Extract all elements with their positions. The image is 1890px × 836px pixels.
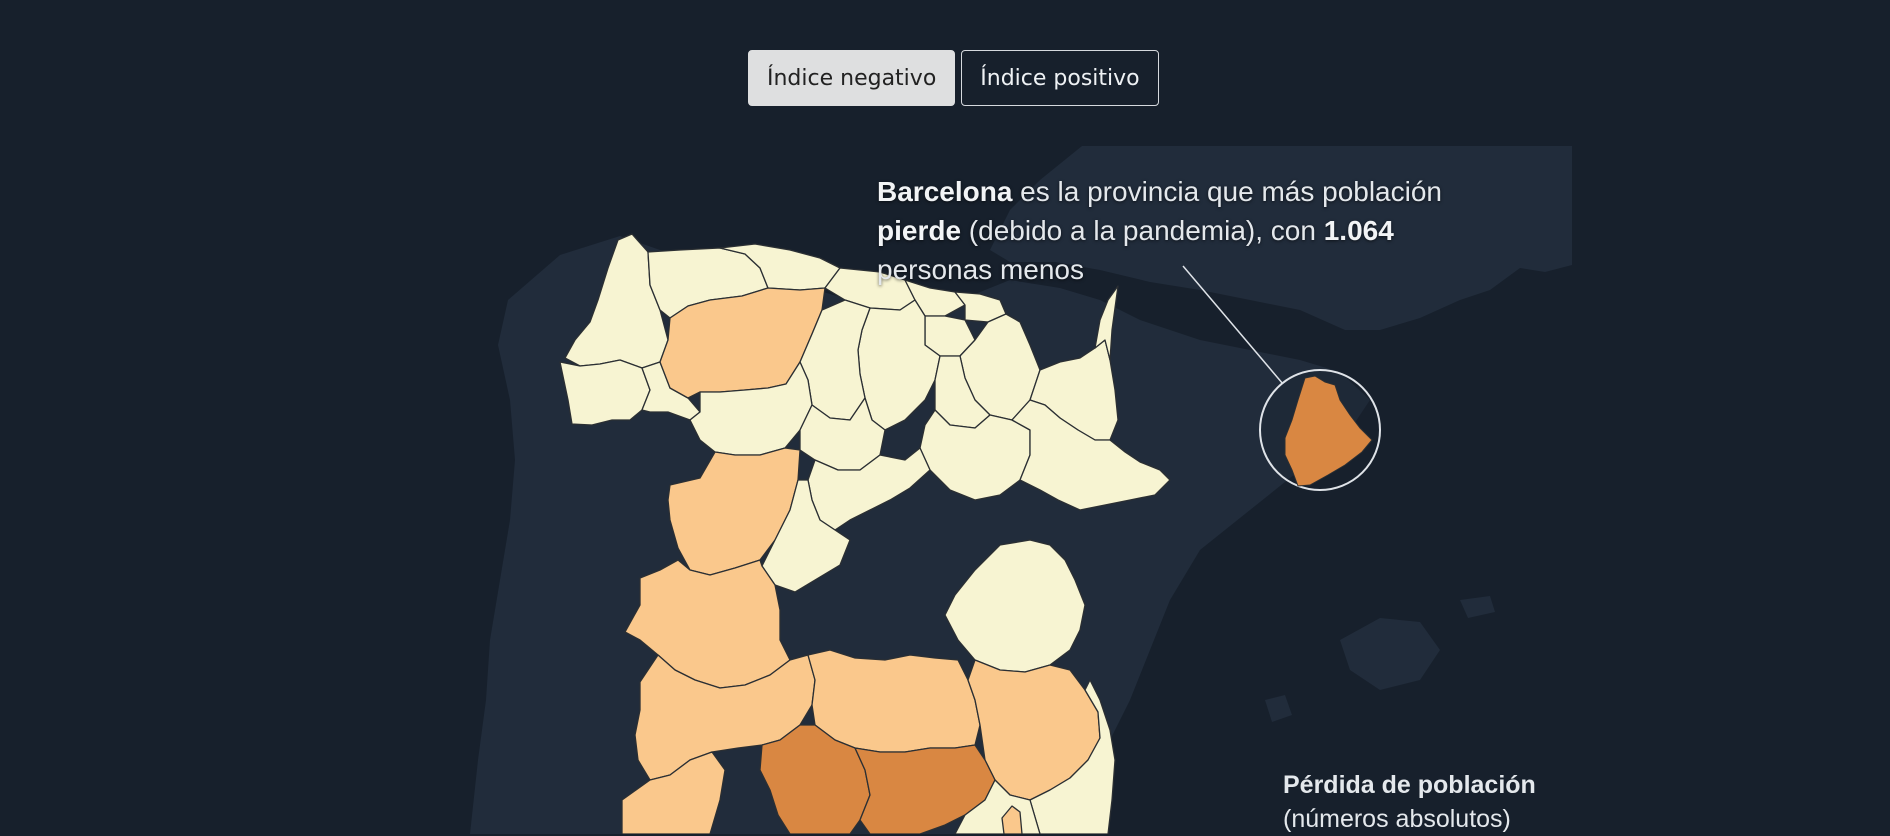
negative-index-button[interactable]: Índice negativo <box>748 50 956 106</box>
france-land <box>990 146 1572 330</box>
province-ciudad-real[interactable] <box>807 649 981 753</box>
legend-subtitle: (números absolutos) <box>1283 805 1511 833</box>
mallorca-island <box>1340 618 1440 690</box>
positive-index-button[interactable]: Índice positivo <box>961 50 1159 106</box>
annotation-verb: pierde <box>877 215 962 246</box>
ibiza-island <box>1265 695 1292 722</box>
province-layer <box>559 233 1171 834</box>
province-huesca-pyrenees[interactable] <box>1094 285 1119 361</box>
province-pontevedra[interactable] <box>559 359 651 426</box>
barcelona-highlight <box>1182 265 1381 491</box>
legend-title: Pérdida de población <box>1283 771 1536 799</box>
province-almeria-strip[interactable] <box>1001 805 1023 834</box>
index-toggle-group: Índice negativo Índice positivo <box>748 50 1159 106</box>
annotation-text-1: es la provincia que más población <box>1012 176 1442 207</box>
annotation-text-3: personas menos <box>877 254 1085 285</box>
menorca-island <box>1460 596 1495 618</box>
province-murcia[interactable] <box>1029 679 1116 834</box>
annotation-leader-line <box>1182 265 1284 385</box>
province-barcelona[interactable] <box>1284 375 1373 487</box>
map-legend: Pérdida de población (números absolutos) <box>1283 768 1536 836</box>
annotation-value: 1.064 <box>1323 215 1394 246</box>
province-sevilla[interactable] <box>621 751 726 834</box>
province-zaragoza[interactable] <box>1011 399 1171 511</box>
province-caceres[interactable] <box>624 559 791 689</box>
barcelona-annotation: Barcelona es la provincia que más poblac… <box>877 172 1517 289</box>
annotation-text-2: (debido a la pandemia), con <box>961 215 1324 246</box>
annotation-province: Barcelona <box>877 176 1013 207</box>
